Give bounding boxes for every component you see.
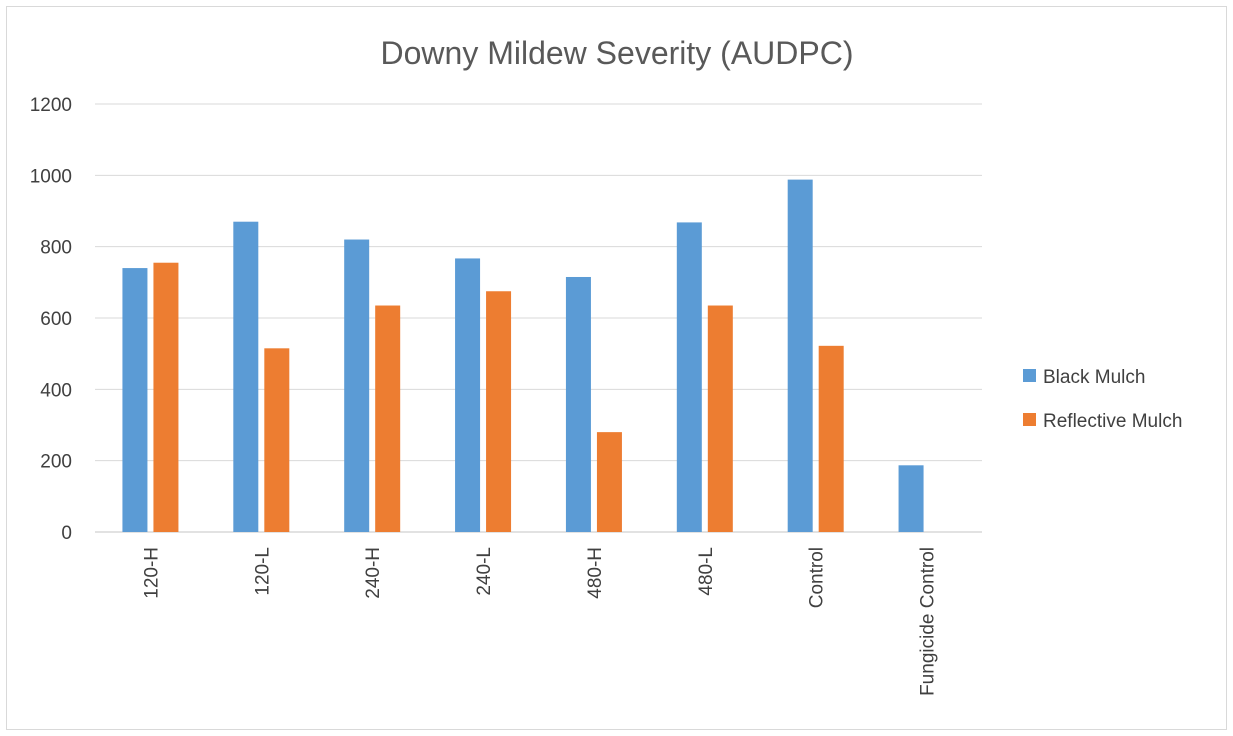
bar-black-mulch-480-h: [565, 276, 591, 532]
bar-black-mulch-480-l: [676, 222, 702, 532]
x-tick-label: 120-L: [252, 547, 273, 596]
x-tick-label: 120-H: [141, 547, 162, 599]
bars: [122, 179, 924, 533]
chart-frame: [6, 6, 1227, 730]
y-tick-label: 800: [40, 238, 72, 259]
legend-swatch: [1023, 413, 1036, 426]
x-tick-label: 480-L: [696, 547, 717, 596]
y-tick-label: 200: [40, 452, 72, 473]
bar-reflective-mulch-120-h: [153, 262, 179, 532]
bar-black-mulch-fungicide-control: [898, 465, 924, 532]
x-axis-tick-labels: 120-H 120-L 240-H 240-L 480-H 480-L Control Fun…: [141, 547, 938, 696]
y-tick-label: 400: [40, 380, 72, 401]
x-tick-label: 240-L: [474, 547, 495, 596]
gridlines: [95, 103, 982, 462]
x-tick-label: Control: [807, 547, 828, 608]
y-tick-label: 1200: [30, 95, 72, 116]
legend-label: Reflective Mulch: [1043, 411, 1182, 432]
bar-black-mulch-120-l: [233, 221, 259, 532]
y-axis-tick-labels: 0 200 400 600 800 1000 1200: [30, 95, 72, 544]
legend-swatch: [1023, 369, 1036, 382]
x-tick-label: 480-H: [585, 547, 606, 599]
x-tick-label: 240-H: [363, 547, 384, 599]
bar-reflective-mulch-240-l: [486, 291, 512, 532]
bar-reflective-mulch-480-l: [707, 305, 733, 532]
bar-black-mulch-control: [787, 179, 813, 532]
chart-title: Downy Mildew Severity (AUDPC): [381, 35, 854, 71]
legend: Black Mulch Reflective Mulch: [1023, 367, 1182, 432]
y-tick-label: 600: [40, 309, 72, 330]
bar-reflective-mulch-240-h: [375, 305, 401, 532]
bar-reflective-mulch-480-h: [596, 432, 622, 532]
bar-reflective-mulch-120-l: [264, 348, 290, 532]
y-tick-label: 1000: [30, 166, 72, 187]
bar-black-mulch-240-h: [344, 239, 370, 533]
bar-black-mulch-120-h: [122, 268, 148, 532]
x-tick-label: Fungicide Control: [918, 547, 939, 696]
legend-label: Black Mulch: [1043, 367, 1145, 388]
bar-reflective-mulch-control: [818, 345, 844, 532]
y-tick-label: 0: [61, 523, 72, 544]
bar-black-mulch-240-l: [455, 258, 481, 532]
